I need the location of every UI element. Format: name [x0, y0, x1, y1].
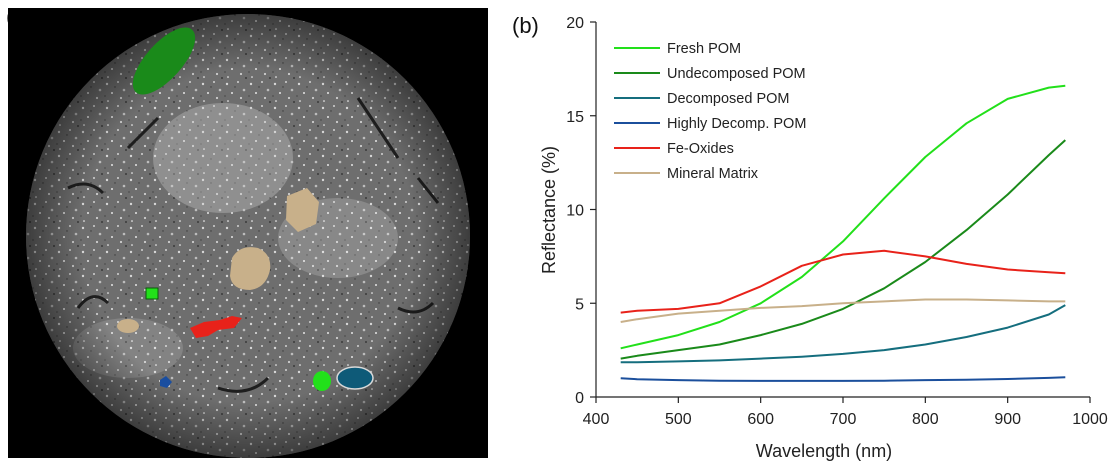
x-tick-label: 900 [994, 411, 1021, 428]
y-tick-label: 20 [566, 15, 584, 32]
y-tick-label: 5 [575, 296, 584, 313]
y-tick-label: 15 [566, 109, 584, 126]
mineral-matrix-region-1 [286, 188, 319, 232]
legend-label-fresh-pom: Fresh POM [667, 41, 741, 57]
mineral-matrix-region-2 [230, 247, 271, 290]
mineral-matrix-region-3 [117, 319, 139, 333]
x-tick-label: 1000 [1072, 411, 1108, 428]
x-tick-label: 800 [912, 411, 939, 428]
undecomposed-pom-region [132, 27, 196, 95]
series-line-undecomposed-pom [620, 139, 1066, 360]
fresh-pom-region-small [145, 287, 159, 300]
vignette [26, 14, 470, 458]
legend-label-undecomposed-pom: Undecomposed POM [667, 66, 806, 82]
chart-legend: Fresh POM Undecomposed POM Decomposed POM H… [614, 41, 806, 182]
panel-b-label: (b) [512, 13, 539, 38]
x-tick-label: 400 [583, 411, 610, 428]
y-tick-label: 0 [575, 390, 584, 407]
legend-label-highly-decomp-pom: Highly Decomp. POM [667, 116, 806, 132]
legend-label-mineral-matrix: Mineral Matrix [667, 166, 759, 182]
series-line-fresh-pom [620, 84, 1066, 350]
x-tick-label: 600 [747, 411, 774, 428]
highly-decomposed-pom-region [160, 376, 172, 388]
soil-thin-section-image [8, 8, 488, 458]
legend-label-fe-oxides: Fe-Oxides [667, 141, 734, 157]
chart-series-lines [620, 84, 1066, 382]
series-line-fe-oxides [620, 249, 1066, 314]
legend-label-decomposed-pom: Decomposed POM [667, 91, 790, 107]
x-tick-label: 700 [830, 411, 857, 428]
fe-oxides-region [190, 316, 242, 338]
y-tick-label: 10 [566, 203, 584, 220]
chart-axes: 400 500 600 700 800 900 1000 0 5 10 15 20 [566, 15, 1108, 428]
x-tick-label: 500 [665, 411, 692, 428]
series-line-highly-decomp-pom [620, 376, 1066, 382]
x-axis-label: Wavelength (nm) [756, 441, 892, 461]
series-line-mineral-matrix [620, 298, 1066, 323]
decomposed-pom-region [336, 366, 374, 390]
y-axis-label: Reflectance (%) [539, 146, 559, 274]
reflectance-chart: (b) 400 500 600 700 800 900 1000 0 5 10 15 20 Fresh… [512, 13, 1108, 461]
series-line-decomposed-pom [620, 304, 1066, 364]
fresh-pom-region [313, 371, 331, 391]
